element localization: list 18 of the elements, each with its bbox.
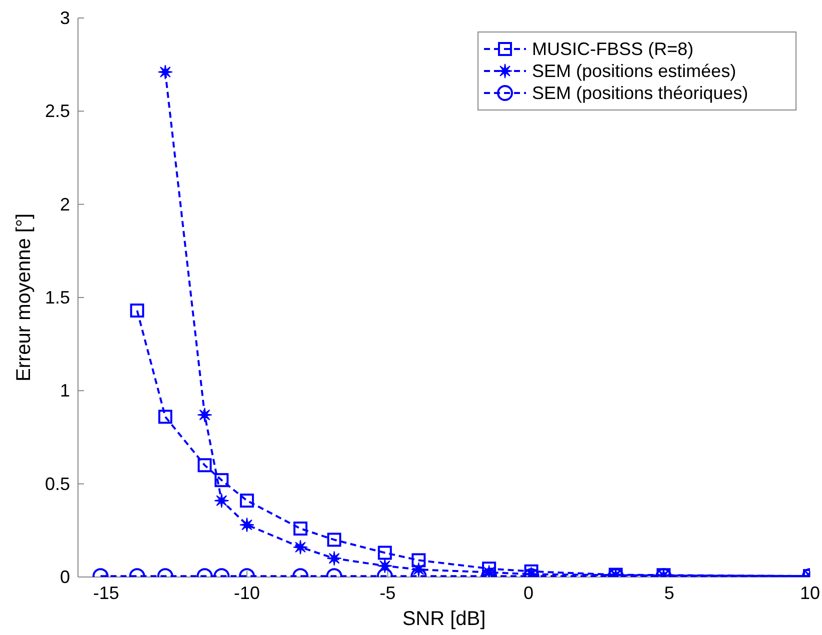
legend-label: SEM (positions estimées) xyxy=(532,61,736,81)
y-tick-label: 2.5 xyxy=(44,101,70,122)
y-tick-label: 1 xyxy=(60,380,70,401)
x-tick-label: 0 xyxy=(523,583,534,603)
x-tick-label: 5 xyxy=(664,583,674,603)
y-tick-label: 0.5 xyxy=(44,474,70,494)
x-tick-label: -15 xyxy=(93,583,120,603)
y-tick-label: 1.5 xyxy=(44,288,70,308)
x-tick-label: -5 xyxy=(380,583,396,603)
y-tick-label: 0 xyxy=(60,567,70,587)
x-axis-title: SNR [dB] xyxy=(402,608,486,630)
legend-label: MUSIC-FBSS (R=8) xyxy=(532,39,694,59)
x-tick-label: 10 xyxy=(800,583,820,603)
y-axis-title: Erreur moyenne [°] xyxy=(13,213,35,382)
x-tick-label: -10 xyxy=(234,583,260,603)
y-tick-label: 2 xyxy=(60,194,70,214)
legend-label: SEM (positions théoriques) xyxy=(532,83,748,103)
y-tick-label: 3 xyxy=(60,8,70,28)
